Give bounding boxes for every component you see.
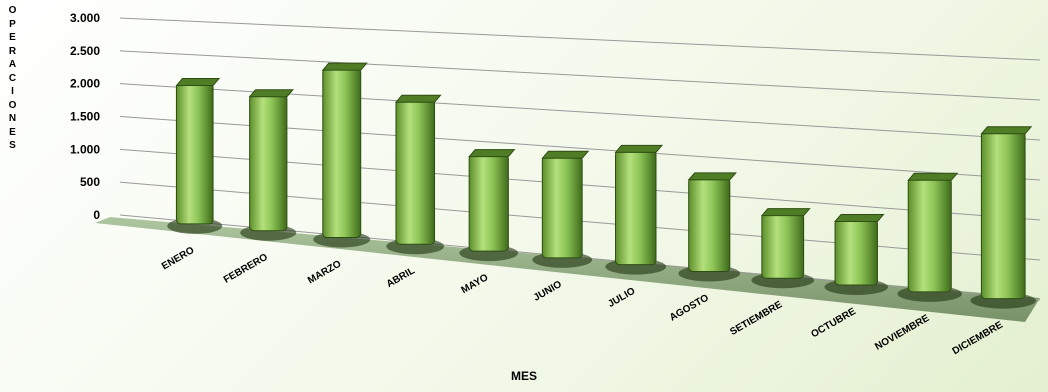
bar-top — [980, 126, 1033, 135]
y-tick-label: 500 — [80, 175, 100, 189]
x-tick-label: MARZO — [306, 258, 343, 286]
y-tick-label: 1.000 — [70, 142, 100, 156]
bar — [541, 155, 583, 259]
bar-top — [394, 94, 442, 103]
y-tick-label: 2.500 — [70, 44, 100, 58]
bar-top — [321, 62, 368, 71]
bar — [615, 149, 657, 266]
y-tick-label: 0 — [93, 208, 100, 222]
bar — [688, 177, 731, 272]
bar — [249, 94, 288, 232]
bar-top — [175, 78, 221, 87]
grid-line — [119, 50, 1041, 101]
x-tick-label: MAYO — [460, 272, 491, 296]
bar — [761, 213, 805, 279]
bar — [834, 218, 878, 286]
bar — [468, 154, 509, 252]
bar — [322, 67, 362, 238]
x-tick-label: JUNIO — [532, 279, 564, 304]
x-tick-label: ENERO — [160, 245, 196, 272]
x-tick-label: FEBRERO — [222, 252, 270, 286]
x-tick-label: DICIEMBRE — [951, 320, 1005, 358]
bar-top — [833, 213, 885, 222]
x-tick-label: AGOSTO — [668, 292, 711, 323]
y-tick-label: 3.000 — [70, 11, 100, 25]
y-axis-title: OPERACIONES — [8, 5, 17, 151]
bar — [980, 131, 1026, 300]
bar-top — [468, 149, 516, 158]
x-tick-label: OCTUBRE — [809, 306, 858, 340]
bar-top — [760, 208, 811, 217]
bar-top — [541, 150, 590, 159]
bar-top — [614, 144, 664, 153]
bar-top — [907, 172, 959, 181]
x-tick-label: SETIEMBRE — [728, 299, 784, 338]
y-tick-label: 1.500 — [70, 110, 100, 124]
bar-top — [687, 172, 737, 181]
bar — [907, 177, 952, 293]
x-axis-title: MES — [511, 369, 537, 383]
bar — [175, 83, 214, 225]
x-tick-label: ABRIL — [385, 265, 417, 290]
x-tick-label: JULIO — [606, 286, 637, 310]
x-tick-label: NOVIEMBRE — [873, 313, 931, 353]
bar — [395, 99, 436, 245]
grid-line — [119, 17, 1041, 61]
bar-top — [248, 89, 294, 98]
y-tick-label: 2.000 — [70, 77, 100, 91]
